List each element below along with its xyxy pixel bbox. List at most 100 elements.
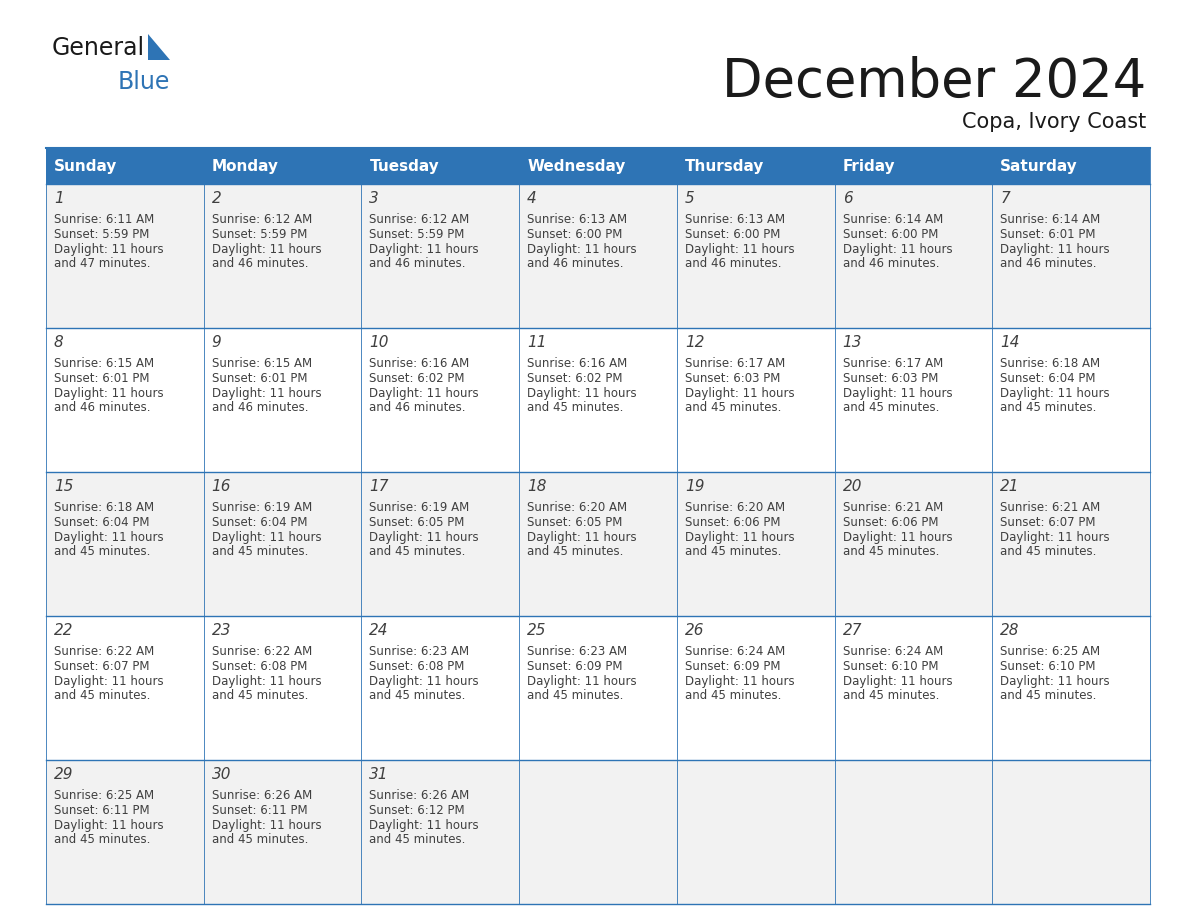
Text: Daylight: 11 hours: Daylight: 11 hours xyxy=(684,242,795,255)
Bar xyxy=(361,328,519,472)
Text: Friday: Friday xyxy=(842,159,896,174)
Bar xyxy=(677,472,835,616)
Text: Sunrise: 6:25 AM: Sunrise: 6:25 AM xyxy=(1000,645,1100,658)
Text: 28: 28 xyxy=(1000,623,1019,638)
Text: Sunset: 6:10 PM: Sunset: 6:10 PM xyxy=(1000,660,1095,673)
Text: Sunrise: 6:26 AM: Sunrise: 6:26 AM xyxy=(369,789,469,802)
Text: and 45 minutes.: and 45 minutes. xyxy=(53,545,151,558)
Text: and 46 minutes.: and 46 minutes. xyxy=(842,257,939,271)
Text: Sunset: 6:04 PM: Sunset: 6:04 PM xyxy=(211,516,308,529)
Text: and 45 minutes.: and 45 minutes. xyxy=(53,834,151,846)
Text: Sunset: 6:02 PM: Sunset: 6:02 PM xyxy=(527,372,623,385)
Text: 13: 13 xyxy=(842,335,862,350)
Text: 15: 15 xyxy=(53,479,74,494)
Text: and 47 minutes.: and 47 minutes. xyxy=(53,257,151,271)
Text: Sunrise: 6:21 AM: Sunrise: 6:21 AM xyxy=(1000,501,1100,514)
Text: Sunrise: 6:12 AM: Sunrise: 6:12 AM xyxy=(369,213,469,226)
Text: Sunset: 6:04 PM: Sunset: 6:04 PM xyxy=(1000,372,1095,385)
Text: 12: 12 xyxy=(684,335,704,350)
Text: 31: 31 xyxy=(369,767,388,782)
Text: Sunrise: 6:13 AM: Sunrise: 6:13 AM xyxy=(527,213,627,226)
Text: Sunrise: 6:15 AM: Sunrise: 6:15 AM xyxy=(211,357,311,370)
Text: Daylight: 11 hours: Daylight: 11 hours xyxy=(684,386,795,399)
Text: Daylight: 11 hours: Daylight: 11 hours xyxy=(211,531,321,543)
Text: 14: 14 xyxy=(1000,335,1019,350)
Bar xyxy=(835,760,992,904)
Text: Daylight: 11 hours: Daylight: 11 hours xyxy=(684,675,795,688)
Text: and 46 minutes.: and 46 minutes. xyxy=(527,257,624,271)
Bar xyxy=(677,328,835,472)
Bar xyxy=(519,328,677,472)
Text: Sunset: 6:01 PM: Sunset: 6:01 PM xyxy=(53,372,150,385)
Text: Sunset: 6:10 PM: Sunset: 6:10 PM xyxy=(842,660,939,673)
Text: and 45 minutes.: and 45 minutes. xyxy=(211,834,308,846)
Text: Daylight: 11 hours: Daylight: 11 hours xyxy=(1000,242,1110,255)
Text: Sunset: 6:00 PM: Sunset: 6:00 PM xyxy=(842,228,939,241)
Text: 20: 20 xyxy=(842,479,862,494)
Text: Sunrise: 6:20 AM: Sunrise: 6:20 AM xyxy=(527,501,627,514)
Text: Sunset: 6:01 PM: Sunset: 6:01 PM xyxy=(211,372,308,385)
Text: Sunrise: 6:24 AM: Sunrise: 6:24 AM xyxy=(684,645,785,658)
Text: 9: 9 xyxy=(211,335,221,350)
Text: and 45 minutes.: and 45 minutes. xyxy=(211,545,308,558)
Text: 10: 10 xyxy=(369,335,388,350)
Text: and 45 minutes.: and 45 minutes. xyxy=(527,689,624,702)
Text: Sunset: 6:01 PM: Sunset: 6:01 PM xyxy=(1000,228,1095,241)
Text: Sunrise: 6:19 AM: Sunrise: 6:19 AM xyxy=(211,501,312,514)
Text: Sunrise: 6:16 AM: Sunrise: 6:16 AM xyxy=(527,357,627,370)
Text: Daylight: 11 hours: Daylight: 11 hours xyxy=(53,242,164,255)
Text: Sunrise: 6:14 AM: Sunrise: 6:14 AM xyxy=(842,213,943,226)
Text: and 45 minutes.: and 45 minutes. xyxy=(684,545,782,558)
Text: Sunset: 6:07 PM: Sunset: 6:07 PM xyxy=(1000,516,1095,529)
Text: and 45 minutes.: and 45 minutes. xyxy=(1000,401,1097,414)
Text: Sunset: 6:02 PM: Sunset: 6:02 PM xyxy=(369,372,465,385)
Text: 25: 25 xyxy=(527,623,546,638)
Text: and 45 minutes.: and 45 minutes. xyxy=(842,401,939,414)
Text: Daylight: 11 hours: Daylight: 11 hours xyxy=(211,819,321,832)
Text: and 45 minutes.: and 45 minutes. xyxy=(211,689,308,702)
Bar xyxy=(203,148,361,184)
Text: 11: 11 xyxy=(527,335,546,350)
Bar xyxy=(519,148,677,184)
Text: Daylight: 11 hours: Daylight: 11 hours xyxy=(53,675,164,688)
Text: Daylight: 11 hours: Daylight: 11 hours xyxy=(369,386,479,399)
Text: Sunrise: 6:16 AM: Sunrise: 6:16 AM xyxy=(369,357,469,370)
Bar xyxy=(361,616,519,760)
Text: Sunrise: 6:13 AM: Sunrise: 6:13 AM xyxy=(684,213,785,226)
Text: 22: 22 xyxy=(53,623,74,638)
Text: Daylight: 11 hours: Daylight: 11 hours xyxy=(1000,675,1110,688)
Bar xyxy=(46,328,203,472)
Text: and 45 minutes.: and 45 minutes. xyxy=(842,689,939,702)
Bar xyxy=(46,616,203,760)
Text: and 46 minutes.: and 46 minutes. xyxy=(369,401,466,414)
Text: 2: 2 xyxy=(211,191,221,206)
Text: Sunrise: 6:21 AM: Sunrise: 6:21 AM xyxy=(842,501,943,514)
Text: and 45 minutes.: and 45 minutes. xyxy=(369,689,466,702)
Text: 24: 24 xyxy=(369,623,388,638)
Text: 29: 29 xyxy=(53,767,74,782)
Text: Sunset: 6:08 PM: Sunset: 6:08 PM xyxy=(369,660,465,673)
Text: and 46 minutes.: and 46 minutes. xyxy=(211,401,308,414)
Bar xyxy=(677,184,835,328)
Text: Daylight: 11 hours: Daylight: 11 hours xyxy=(211,675,321,688)
Text: and 45 minutes.: and 45 minutes. xyxy=(1000,545,1097,558)
Text: Wednesday: Wednesday xyxy=(527,159,626,174)
Text: Sunset: 6:04 PM: Sunset: 6:04 PM xyxy=(53,516,150,529)
Bar xyxy=(835,184,992,328)
Text: Sunrise: 6:12 AM: Sunrise: 6:12 AM xyxy=(211,213,312,226)
Text: Sunset: 6:12 PM: Sunset: 6:12 PM xyxy=(369,804,465,817)
Text: 18: 18 xyxy=(527,479,546,494)
Bar xyxy=(361,472,519,616)
Text: and 45 minutes.: and 45 minutes. xyxy=(684,401,782,414)
Text: 17: 17 xyxy=(369,479,388,494)
Text: Sunrise: 6:26 AM: Sunrise: 6:26 AM xyxy=(211,789,312,802)
Text: and 46 minutes.: and 46 minutes. xyxy=(684,257,782,271)
Text: Daylight: 11 hours: Daylight: 11 hours xyxy=(1000,531,1110,543)
Text: Sunset: 6:09 PM: Sunset: 6:09 PM xyxy=(527,660,623,673)
Text: Sunset: 6:00 PM: Sunset: 6:00 PM xyxy=(527,228,623,241)
Text: and 45 minutes.: and 45 minutes. xyxy=(369,545,466,558)
Text: Sunset: 6:03 PM: Sunset: 6:03 PM xyxy=(684,372,781,385)
Text: and 45 minutes.: and 45 minutes. xyxy=(527,401,624,414)
Text: Daylight: 11 hours: Daylight: 11 hours xyxy=(527,531,637,543)
Bar xyxy=(992,760,1150,904)
